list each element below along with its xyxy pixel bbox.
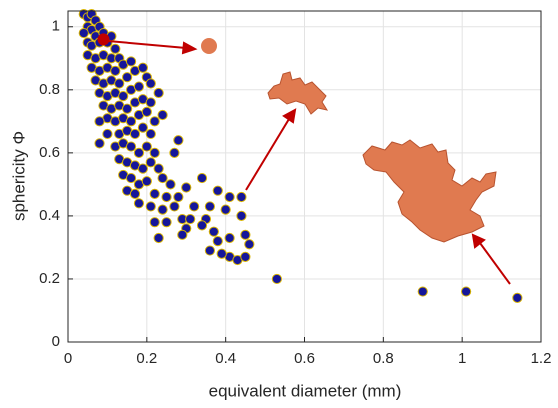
scatter-point xyxy=(149,147,160,158)
scatter-point xyxy=(133,198,145,209)
y-tick-label: 0 xyxy=(52,333,60,350)
scatter-point xyxy=(129,188,141,199)
x-tick-label: 0 xyxy=(64,350,72,367)
scatter-point xyxy=(149,116,160,127)
scatter-point xyxy=(208,226,219,237)
y-tick-label: 0.6 xyxy=(39,144,60,161)
scatter-point xyxy=(145,201,156,212)
scatter-point xyxy=(153,87,164,99)
scatter-point xyxy=(161,217,172,228)
scatter-point xyxy=(204,201,215,212)
x-tick-label: 0.6 xyxy=(294,350,315,367)
x-tick-label: 1.2 xyxy=(531,350,552,367)
scatter-point xyxy=(224,232,235,244)
scatter-point xyxy=(125,141,137,152)
scatter-point xyxy=(236,210,247,222)
scatter-point xyxy=(94,116,105,127)
arrow-head xyxy=(471,233,486,249)
scatter-point xyxy=(133,147,145,158)
scatter-point xyxy=(240,229,251,240)
particle-image xyxy=(362,139,497,243)
scatter-point xyxy=(271,273,283,285)
scatter-point xyxy=(177,229,188,240)
scatter-point xyxy=(212,236,223,247)
scatter-point xyxy=(145,78,156,89)
particle-image xyxy=(201,38,217,54)
scatter-point xyxy=(173,135,184,146)
scatter-point xyxy=(110,43,121,54)
scatter-point xyxy=(141,106,152,117)
scatter-point xyxy=(145,157,156,168)
scatter-point xyxy=(125,172,137,184)
scatter-point xyxy=(137,163,148,174)
x-axis-label: equivalent diameter (mm) xyxy=(209,381,402,400)
scatter-point xyxy=(240,251,251,262)
scatter-point xyxy=(204,245,215,256)
scatter-point xyxy=(181,182,192,193)
scatter-point xyxy=(461,286,472,297)
x-tick-label: 0.4 xyxy=(215,350,236,367)
scatter-point xyxy=(157,172,168,184)
particle-image xyxy=(267,71,329,115)
scatter-point xyxy=(78,27,89,39)
scatter-point xyxy=(161,191,172,203)
y-tick-label: 0.8 xyxy=(39,81,60,98)
arrow xyxy=(479,242,511,285)
scatter-point xyxy=(165,179,176,190)
scatter-point xyxy=(125,116,137,127)
scatter-point xyxy=(145,128,156,140)
scatter-point xyxy=(94,138,105,149)
x-tick-label: 0.8 xyxy=(373,350,394,367)
scatter-point xyxy=(122,103,133,114)
scatter-point xyxy=(212,185,223,196)
y-tick-label: 1 xyxy=(52,18,60,35)
scatter-point xyxy=(149,188,160,199)
scatter-point xyxy=(224,191,235,203)
scatter-point xyxy=(141,176,152,187)
scatter-point xyxy=(129,128,141,140)
scatter-point xyxy=(196,220,208,231)
arrow-head xyxy=(181,41,198,55)
scatter-point xyxy=(173,191,184,203)
scatter-point xyxy=(185,213,196,225)
scatter-point xyxy=(97,33,110,46)
scatter-point xyxy=(141,141,152,152)
scatter-point xyxy=(512,292,523,303)
scatter-point xyxy=(157,204,168,215)
scatter-point xyxy=(189,201,200,212)
scatter-point xyxy=(118,91,129,102)
scatter-point xyxy=(145,97,156,108)
arrow xyxy=(245,118,290,191)
scatter-point xyxy=(153,163,164,174)
scatter-point xyxy=(169,201,180,212)
scatter-point xyxy=(149,217,160,228)
scatter-point xyxy=(244,239,255,250)
scatter-point xyxy=(125,56,137,67)
y-tick-label: 0.4 xyxy=(39,207,60,224)
annotations xyxy=(107,38,511,285)
scatter-point xyxy=(157,109,168,121)
x-tick-label: 0.2 xyxy=(136,350,157,367)
scatter-point xyxy=(102,128,113,140)
y-axis-label: sphericity Φ xyxy=(9,131,28,221)
scatter-point xyxy=(114,78,125,89)
scatter-point xyxy=(137,62,148,73)
scatter-point xyxy=(220,204,231,215)
scatter-point xyxy=(196,172,208,184)
scatter-point xyxy=(122,72,133,83)
scatter-point xyxy=(236,191,247,203)
scatter-point xyxy=(137,122,148,133)
scatter-point xyxy=(133,81,145,92)
scatter-point xyxy=(153,232,164,244)
scatter-point xyxy=(169,147,180,158)
points xyxy=(78,9,523,303)
scatter-point xyxy=(216,248,227,259)
x-tick-label: 1 xyxy=(458,350,466,367)
scatter-point xyxy=(110,65,121,76)
y-tick-label: 0.2 xyxy=(39,270,60,287)
arrow xyxy=(107,40,187,49)
arrow-head xyxy=(282,108,297,124)
scatter-point xyxy=(417,286,428,297)
